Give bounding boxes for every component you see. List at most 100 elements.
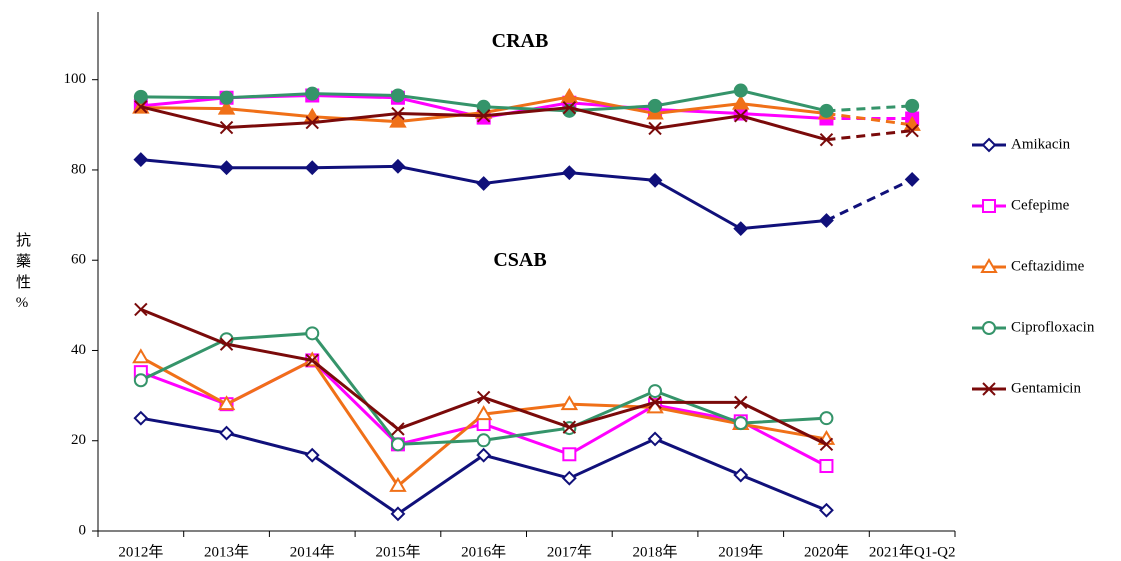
marker — [476, 176, 492, 191]
marker — [476, 390, 491, 405]
x-tick-label: 2021年Q1-Q2 — [869, 543, 956, 560]
x-tick-label: 2020年 — [804, 543, 849, 560]
legend-label: Amikacin — [1011, 136, 1071, 152]
marker — [391, 422, 405, 436]
y-axis-label: 抗藥性% — [14, 232, 30, 317]
marker — [904, 172, 920, 187]
marker — [561, 470, 577, 486]
series-line — [826, 129, 913, 142]
legend-label: Gentamicin — [1011, 380, 1081, 396]
marker — [389, 476, 407, 492]
marker — [905, 98, 920, 113]
marker — [474, 405, 493, 421]
marker — [981, 137, 997, 153]
marker — [134, 100, 148, 114]
marker — [819, 411, 834, 426]
marker — [733, 221, 749, 237]
marker — [217, 99, 236, 115]
x-tick-label: 2014年 — [290, 543, 335, 560]
x-tick-label: 2019年 — [718, 543, 763, 560]
marker — [476, 99, 491, 114]
marker — [476, 109, 491, 123]
marker — [560, 395, 579, 411]
marker — [219, 120, 234, 135]
series-line — [826, 112, 913, 127]
y-tick-label: 0 — [79, 522, 87, 538]
legend-label: Ciprofloxacin — [1011, 319, 1095, 335]
marker — [819, 437, 834, 452]
series-line — [140, 416, 828, 516]
x-tick-label: 2015年 — [375, 543, 420, 560]
marker — [390, 88, 405, 103]
marker — [560, 87, 579, 103]
marker — [982, 321, 996, 335]
marker — [648, 121, 662, 136]
marker — [219, 425, 234, 441]
marker — [733, 467, 749, 483]
y-tick-label: 60 — [71, 252, 86, 268]
marker — [305, 115, 319, 130]
marker — [132, 348, 150, 364]
marker — [219, 90, 234, 105]
marker — [305, 86, 320, 101]
marker — [648, 98, 663, 113]
y-tick-label: 100 — [64, 71, 87, 87]
marker — [133, 410, 149, 426]
marker — [304, 160, 320, 176]
group-title: CRAB — [492, 30, 549, 52]
y-tick-label: 40 — [71, 342, 86, 358]
y-tick-label: 20 — [71, 432, 86, 448]
series-line — [140, 158, 827, 231]
marker — [982, 199, 996, 213]
marker — [980, 258, 998, 273]
marker — [982, 382, 996, 396]
marker — [648, 395, 662, 410]
legend-label: Ceftazidime — [1011, 258, 1085, 274]
marker — [562, 420, 577, 434]
marker — [819, 213, 834, 228]
y-tick-label: 80 — [71, 161, 86, 177]
marker — [819, 502, 834, 518]
marker — [648, 384, 663, 399]
marker — [389, 112, 407, 128]
marker — [647, 431, 663, 447]
marker — [905, 123, 919, 138]
marker — [390, 158, 406, 174]
marker — [390, 437, 405, 452]
x-tick-label: 2016年 — [461, 543, 506, 560]
marker — [134, 302, 148, 317]
series-line — [825, 178, 913, 222]
marker — [734, 395, 748, 410]
x-tick-label: 2012年 — [118, 543, 163, 560]
marker — [819, 459, 834, 474]
marker — [561, 165, 577, 181]
marker — [734, 109, 748, 123]
series-line — [826, 104, 913, 113]
marker — [305, 326, 320, 341]
marker — [562, 447, 577, 462]
x-tick-label: 2013年 — [204, 543, 249, 560]
marker — [391, 106, 405, 121]
marker — [219, 337, 234, 351]
marker — [733, 416, 748, 431]
marker — [819, 103, 834, 118]
marker — [476, 447, 492, 463]
x-tick-label: 2018年 — [633, 543, 678, 560]
marker — [219, 160, 234, 176]
marker — [304, 447, 320, 463]
marker — [562, 100, 577, 115]
marker — [647, 172, 663, 188]
marker — [133, 89, 148, 104]
marker — [305, 353, 319, 368]
marker — [819, 133, 834, 147]
marker — [732, 94, 750, 110]
marker — [133, 152, 149, 167]
marker — [733, 83, 748, 98]
marker — [476, 433, 491, 448]
marker — [133, 373, 148, 388]
group-title: CSAB — [493, 249, 546, 271]
legend-label: Cefepime — [1011, 197, 1070, 213]
marker — [217, 395, 236, 411]
